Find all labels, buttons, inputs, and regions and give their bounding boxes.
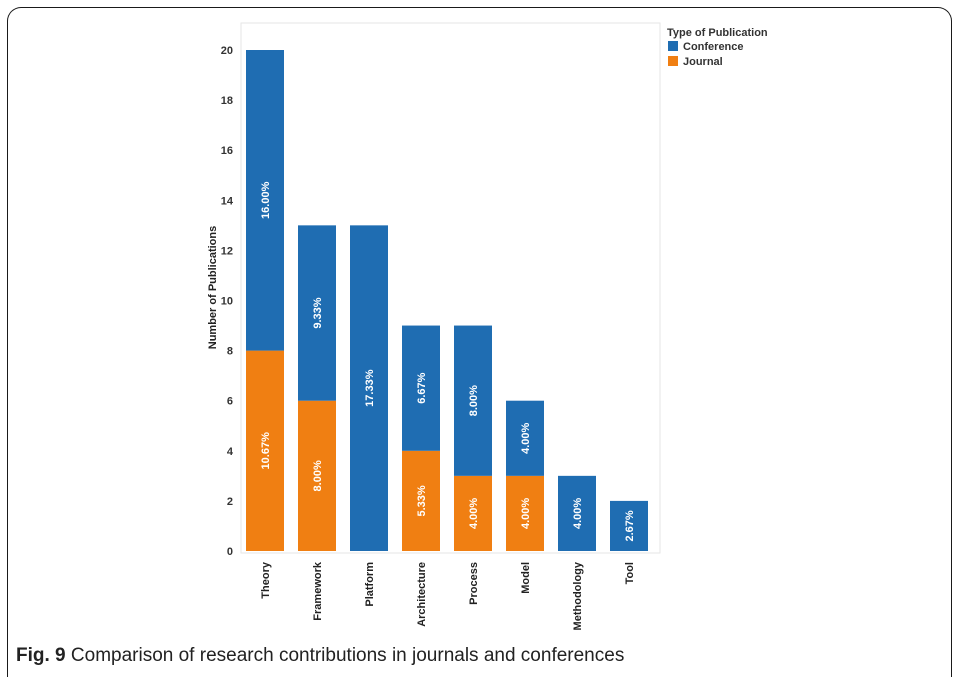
caption-text: Comparison of research contributions in … (70, 645, 625, 666)
y-tick-label: 18 (221, 95, 233, 107)
bar-conference-process (454, 325, 492, 476)
bar-journal-framework (298, 400, 336, 551)
y-tick-label: 2 (227, 496, 233, 508)
bar-value-label: 4.00% (520, 422, 532, 453)
bar-value-label: 16.00% (260, 181, 272, 219)
bar-journal-theory (246, 350, 284, 551)
y-axis: 0 2 4 6 8 10 12 14 16 18 20 Number of Publications (207, 45, 234, 558)
bar-value-label: 10.67% (260, 432, 272, 470)
bar-value-label: 4.00% (520, 498, 532, 529)
figure-frame (7, 7, 952, 677)
legend-swatch-journal (668, 56, 678, 66)
x-tick-label: Platform (364, 562, 376, 607)
bar-value-label: 5.33% (416, 485, 428, 516)
y-tick-label: 8 (227, 346, 233, 358)
bar-journal-architecture (402, 450, 440, 551)
y-tick-label: 14 (221, 195, 234, 207)
bar-value-label: 8.00% (468, 385, 480, 416)
bar-conference-architecture (402, 325, 440, 451)
y-axis-label: Number of Publications (207, 226, 219, 349)
bar-value-label: 8.00% (312, 460, 324, 491)
y-tick-label: 0 (227, 546, 233, 558)
legend-title: Type of Publication (667, 27, 768, 39)
x-tick-label: Theory (260, 561, 272, 599)
x-tick-label: Tool (624, 562, 636, 584)
bar-conference-framework (298, 225, 336, 401)
bar-conference-platform (350, 225, 388, 551)
y-tick-label: 16 (221, 145, 233, 157)
bar-value-label: 17.33% (364, 369, 376, 407)
bars (246, 50, 648, 551)
bar-value-label: 4.00% (468, 498, 480, 529)
bar-conference-model (506, 400, 544, 476)
legend-item-conference: Conference (683, 41, 744, 53)
x-tick-label: Framework (312, 561, 324, 621)
legend-item-journal: Journal (683, 56, 723, 68)
legend-swatch-conference (668, 41, 678, 51)
plot-frame (240, 22, 661, 554)
x-tick-label: Model (520, 562, 532, 594)
y-tick-label: 4 (227, 446, 234, 458)
y-tick-label: 6 (227, 396, 233, 408)
bar-conference-tool (610, 500, 648, 551)
x-tick-label: Process (468, 562, 480, 605)
bar-value-label: 4.00% (572, 498, 584, 529)
bar-value-label: 6.67% (416, 372, 428, 403)
plot-area (240, 22, 661, 554)
x-tick-label: Architecture (416, 562, 428, 627)
y-tick-label: 10 (221, 296, 233, 308)
x-axis: Theory Framework Platform Architecture Proce… (260, 561, 636, 630)
bar-value-label: 2.67% (624, 510, 636, 541)
caption-label: Fig. 9 (16, 645, 66, 666)
legend: Type of Publication Conference Journal (667, 27, 768, 68)
bar-labels: 10.67% 16.00% 8.00% 9.33% 17.33% 5.33% 6.67% 4.… (260, 181, 636, 541)
bar-journal-model (506, 475, 544, 551)
bar-conference-theory (246, 50, 284, 351)
bar-journal-process (454, 475, 492, 551)
figure-caption: Fig. 9 Comparison of research contributi… (16, 645, 624, 667)
y-tick-label: 20 (221, 45, 233, 57)
x-tick-label: Methodology (572, 561, 584, 630)
bar-value-label: 9.33% (312, 297, 324, 328)
y-tick-label: 12 (221, 245, 233, 257)
bar-conference-methodology (558, 475, 596, 551)
